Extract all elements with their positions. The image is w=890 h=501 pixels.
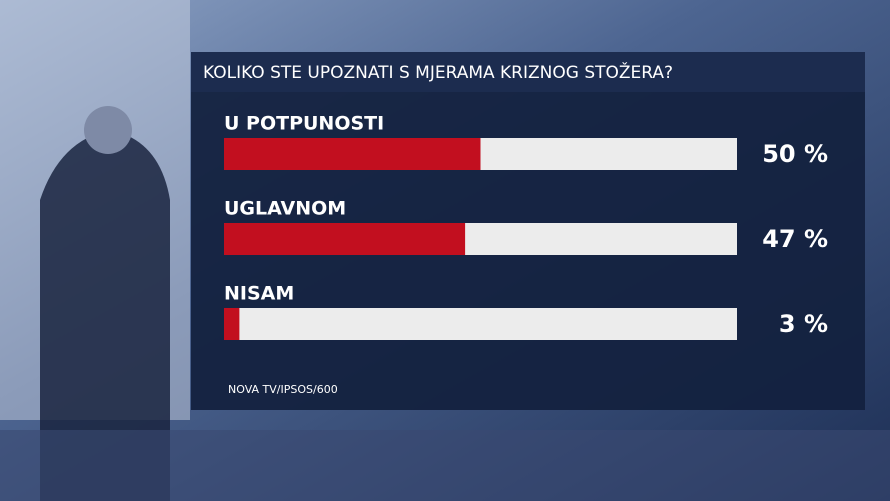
background-figure	[40, 130, 170, 501]
source: NOVA TV/IPSOS/600	[228, 383, 338, 396]
value-label: 3 %	[779, 310, 828, 338]
bar	[224, 308, 240, 340]
bar-track	[224, 308, 737, 340]
background-floor	[0, 430, 890, 501]
category-label: NISAM	[224, 283, 294, 305]
category-label: UGLAVNOM	[224, 198, 346, 220]
value-label: 47 %	[762, 225, 828, 253]
bar	[224, 223, 466, 255]
bar	[224, 138, 481, 170]
title-bar	[191, 52, 865, 92]
chart-title: KOLIKO STE UPOZNATI S MJERAMA KRIZNOG ST…	[203, 61, 673, 83]
background-head	[84, 106, 132, 154]
category-label: U POTPUNOSTI	[224, 113, 384, 135]
value-label: 50 %	[762, 140, 828, 168]
